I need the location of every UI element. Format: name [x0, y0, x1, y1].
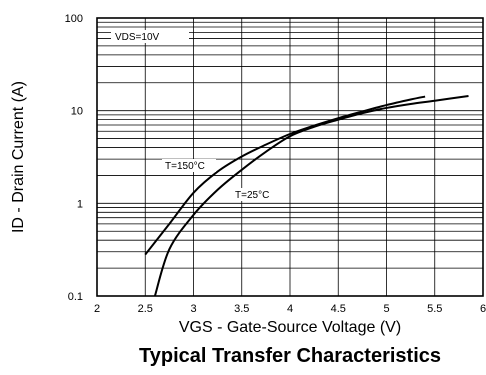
series-150c-line [144, 95, 426, 256]
x-tick-label: 4.5 [331, 303, 346, 315]
x-tick-label: 5.5 [427, 303, 442, 315]
x-tick-label: 2.5 [138, 303, 153, 315]
x-tick-labels: 2 2.5 3 3.5 4 4.5 5 5.5 6 [94, 303, 486, 315]
x-tick-label: 3 [190, 303, 196, 315]
series-25c-line [153, 94, 469, 297]
y-tick-label: 0.1 [68, 291, 83, 303]
y-axis-label: ID - Drain Current (A) [10, 81, 27, 233]
x-tick-label: 2 [94, 303, 100, 315]
x-tick-label: 5 [383, 303, 389, 315]
vds-annotation: VDS=10V [115, 32, 160, 43]
y-tick-labels: 0.1 1 10 100 [65, 13, 83, 303]
y-tick-label: 1 [77, 198, 83, 210]
plot-frame [96, 17, 484, 297]
x-axis-label: VGS - Gate-Source Voltage (V) [179, 319, 401, 336]
x-tick-label: 4 [287, 303, 293, 315]
y-tick-label: 10 [71, 106, 83, 118]
grid-lines [96, 18, 484, 297]
series-label-25c: T=25°C [235, 190, 269, 201]
x-tick-label: 6 [480, 303, 486, 315]
series-curves [144, 94, 469, 297]
series-label-150c: T=150°C [165, 161, 205, 172]
label-bg-150 [162, 159, 216, 172]
y-tick-label: 100 [65, 13, 83, 25]
x-tick-label: 3.5 [234, 303, 249, 315]
chart-title: Typical Transfer Characteristics [139, 345, 441, 367]
label-bg-25 [232, 188, 278, 201]
annotation-box: VDS=10V [111, 30, 189, 43]
